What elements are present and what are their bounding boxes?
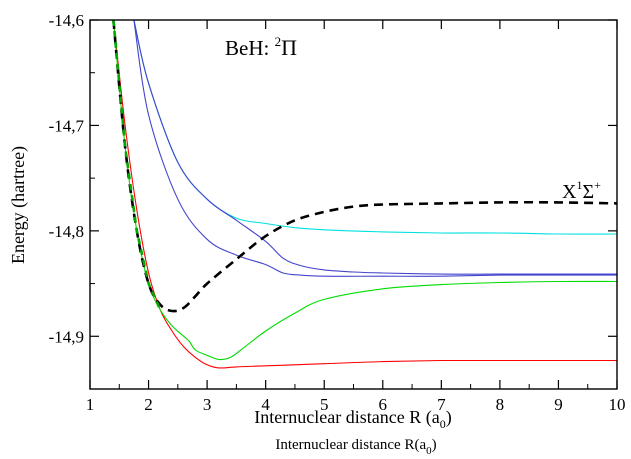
x-tick-label: 7 <box>437 395 446 414</box>
x-tick-label: 3 <box>203 395 212 414</box>
x-axis-title-secondary: Internuclear distance R(a0) <box>275 437 436 457</box>
x-axis-title: Internuclear distance R (a0) <box>254 407 451 431</box>
y-axis-title: Energy (hartree) <box>8 146 29 264</box>
series-line-green-dashed-overlay <box>112 20 162 311</box>
x-tick-label: 10 <box>609 395 626 414</box>
chart-title-annotation: BeH: 2Π <box>225 34 297 60</box>
x-tick-label: 5 <box>320 395 329 414</box>
series-line-2 <box>112 20 617 361</box>
x-tick-label: 1 <box>86 395 95 414</box>
curve-annotation: X1Σ+ <box>562 178 601 203</box>
y-tick-label: -14,9 <box>49 327 84 346</box>
x-tick-label: 2 <box>144 395 153 414</box>
y-tick-label: -14,8 <box>49 222 84 241</box>
x-tick-label: 8 <box>496 395 505 414</box>
plot-frame <box>89 19 618 390</box>
x-tick-label: 6 <box>379 395 388 414</box>
y-tick-label: -14,7 <box>49 116 85 135</box>
series-line-1 <box>112 20 617 369</box>
series-line-4 <box>133 20 617 275</box>
series-line-5 <box>133 20 617 277</box>
y-tick-label: -14,6 <box>49 11 84 30</box>
x-tick-label: 9 <box>554 395 563 414</box>
series-line-dashed <box>112 20 617 313</box>
x-tick-label: 4 <box>261 395 270 414</box>
